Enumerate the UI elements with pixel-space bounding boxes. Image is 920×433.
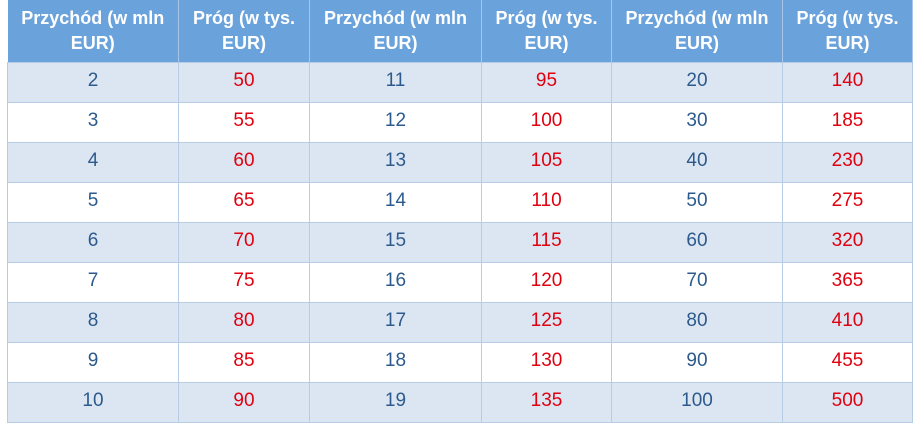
revenue-cell: 9 <box>7 342 179 383</box>
threshold-cell: 125 <box>481 302 612 343</box>
threshold-cell: 80 <box>178 302 310 343</box>
threshold-cell: 60 <box>178 142 310 183</box>
threshold-cell: 110 <box>481 182 612 223</box>
threshold-cell: 185 <box>782 102 913 143</box>
revenue-cell: 20 <box>611 62 783 103</box>
revenue-cell: 30 <box>611 102 783 143</box>
table-row: 6 70 15 115 60 320 <box>7 222 913 263</box>
threshold-cell: 95 <box>481 62 612 103</box>
revenue-cell: 19 <box>309 382 482 423</box>
revenue-cell: 50 <box>611 182 783 223</box>
revenue-cell: 2 <box>7 62 179 103</box>
threshold-cell: 500 <box>782 382 913 423</box>
threshold-cell: 455 <box>782 342 913 383</box>
threshold-cell: 365 <box>782 262 913 303</box>
column-header: Przychód (w mln EUR) <box>309 0 482 63</box>
table-row: 2 50 11 95 20 140 <box>7 62 913 103</box>
revenue-cell: 40 <box>611 142 783 183</box>
revenue-cell: 18 <box>309 342 482 383</box>
threshold-cell: 55 <box>178 102 310 143</box>
table-body: 2 50 11 95 20 140 3 55 12 100 30 185 4 60 13 105 40 230 5 6… <box>7 62 913 423</box>
column-header: Przychód (w mln EUR) <box>611 0 783 63</box>
table-container: Przychód (w mln EUR) Próg (w tys. EUR) Prz… <box>7 0 913 423</box>
revenue-cell: 8 <box>7 302 179 343</box>
revenue-cell: 16 <box>309 262 482 303</box>
revenue-cell: 17 <box>309 302 482 343</box>
revenue-cell: 80 <box>611 302 783 343</box>
revenue-cell: 3 <box>7 102 179 143</box>
table-row: 5 65 14 110 50 275 <box>7 182 913 223</box>
revenue-cell: 4 <box>7 142 179 183</box>
revenue-cell: 7 <box>7 262 179 303</box>
revenue-cell: 13 <box>309 142 482 183</box>
revenue-cell: 15 <box>309 222 482 263</box>
threshold-cell: 120 <box>481 262 612 303</box>
threshold-cell: 275 <box>782 182 913 223</box>
threshold-cell: 100 <box>481 102 612 143</box>
threshold-cell: 75 <box>178 262 310 303</box>
column-header: Próg (w tys. EUR) <box>178 0 310 63</box>
threshold-table: Przychód (w mln EUR) Próg (w tys. EUR) Prz… <box>7 0 913 423</box>
threshold-cell: 115 <box>481 222 612 263</box>
table-row: 4 60 13 105 40 230 <box>7 142 913 183</box>
revenue-cell: 90 <box>611 342 783 383</box>
threshold-cell: 140 <box>782 62 913 103</box>
threshold-cell: 90 <box>178 382 310 423</box>
revenue-cell: 12 <box>309 102 482 143</box>
revenue-cell: 14 <box>309 182 482 223</box>
table-row: 8 80 17 125 80 410 <box>7 302 913 343</box>
table-row: 7 75 16 120 70 365 <box>7 262 913 303</box>
table-row: 10 90 19 135 100 500 <box>7 382 913 423</box>
threshold-cell: 105 <box>481 142 612 183</box>
revenue-cell: 5 <box>7 182 179 223</box>
threshold-cell: 50 <box>178 62 310 103</box>
column-header: Próg (w tys. EUR) <box>782 0 913 63</box>
table-row: 3 55 12 100 30 185 <box>7 102 913 143</box>
threshold-cell: 70 <box>178 222 310 263</box>
revenue-cell: 60 <box>611 222 783 263</box>
revenue-cell: 70 <box>611 262 783 303</box>
revenue-cell: 100 <box>611 382 783 423</box>
threshold-cell: 410 <box>782 302 913 343</box>
threshold-cell: 230 <box>782 142 913 183</box>
revenue-cell: 10 <box>7 382 179 423</box>
threshold-cell: 320 <box>782 222 913 263</box>
table-row: 9 85 18 130 90 455 <box>7 342 913 383</box>
threshold-cell: 135 <box>481 382 612 423</box>
threshold-cell: 65 <box>178 182 310 223</box>
revenue-cell: 11 <box>309 62 482 103</box>
column-header: Próg (w tys. EUR) <box>481 0 612 63</box>
threshold-cell: 130 <box>481 342 612 383</box>
header-row: Przychód (w mln EUR) Próg (w tys. EUR) Prz… <box>7 0 913 63</box>
column-header: Przychód (w mln EUR) <box>7 0 179 63</box>
threshold-cell: 85 <box>178 342 310 383</box>
revenue-cell: 6 <box>7 222 179 263</box>
